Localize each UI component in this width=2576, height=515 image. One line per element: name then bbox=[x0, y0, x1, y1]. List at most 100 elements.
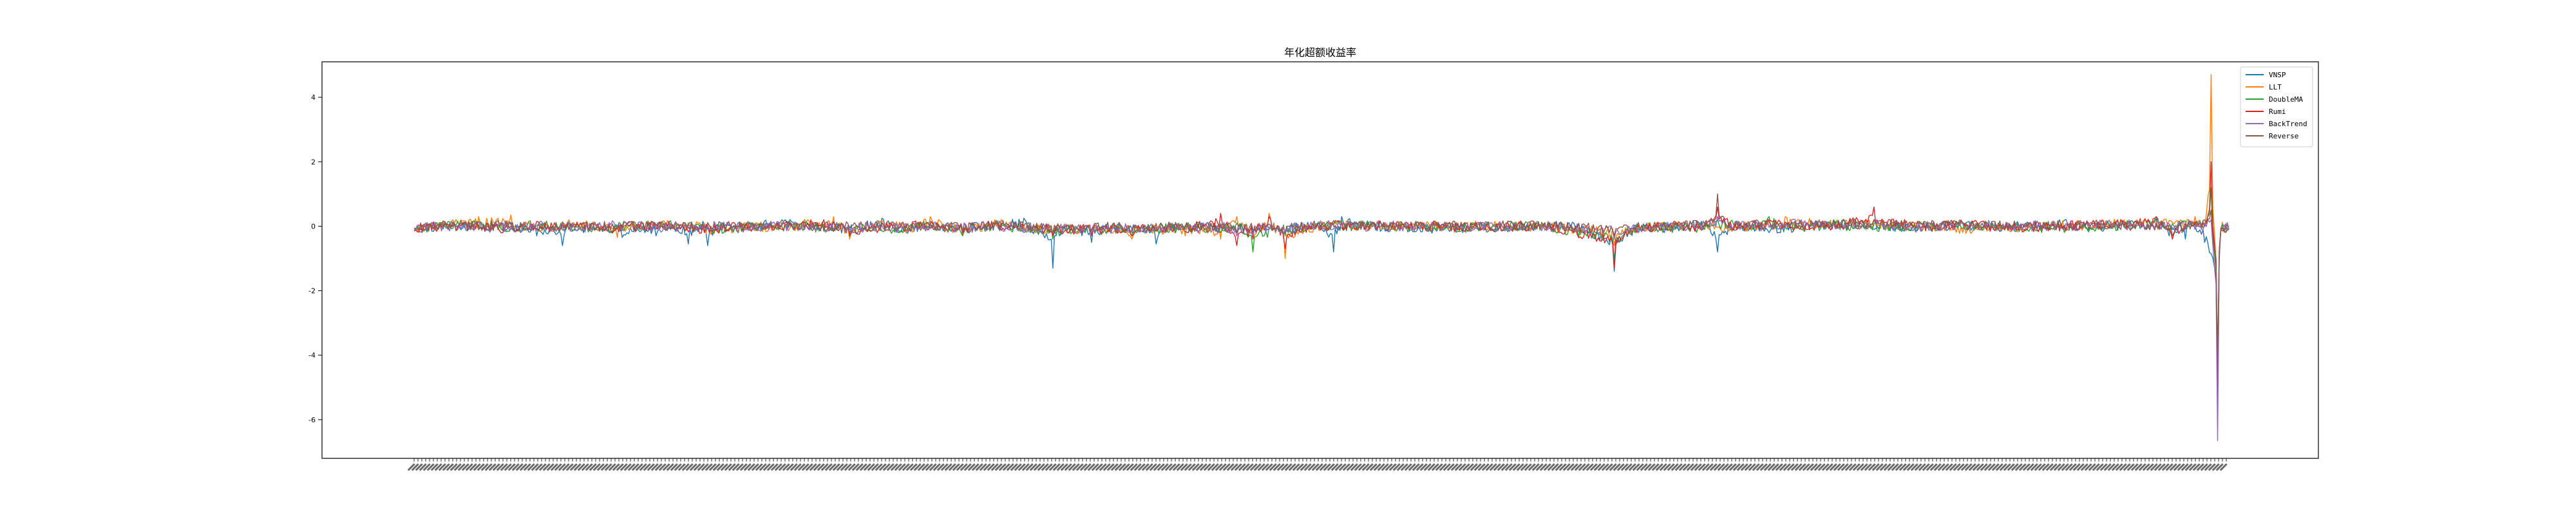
x-tick-label bbox=[1562, 463, 1571, 471]
x-tick-label bbox=[693, 463, 701, 471]
x-tick-label bbox=[1056, 463, 1065, 471]
x-tick-label bbox=[2146, 463, 2154, 471]
x-tick-label bbox=[1698, 463, 1706, 471]
x-tick-label bbox=[565, 463, 574, 471]
x-tick-label bbox=[1531, 463, 1540, 471]
x-tick-label bbox=[1497, 463, 1505, 471]
x-tick-label bbox=[2119, 463, 2127, 471]
y-tick-label: -2 bbox=[308, 287, 316, 295]
x-tick-label bbox=[1099, 463, 1107, 471]
x-tick-label bbox=[1018, 463, 1026, 471]
x-tick-label bbox=[1153, 463, 1161, 471]
x-tick-label bbox=[990, 463, 999, 471]
x-tick-label bbox=[2022, 463, 2031, 471]
x-tick-label bbox=[1164, 463, 1173, 471]
x-tick-label bbox=[863, 463, 871, 471]
x-tick-label bbox=[1110, 463, 1119, 471]
x-tick-label bbox=[716, 463, 724, 471]
legend-label: DoubleMA bbox=[2269, 95, 2303, 104]
x-tick-label bbox=[1582, 463, 1590, 471]
x-tick-label bbox=[759, 463, 767, 471]
x-tick-label bbox=[1106, 463, 1115, 471]
x-tick-label bbox=[1767, 463, 1776, 471]
x-tick-label bbox=[1991, 463, 2000, 471]
x-tick-label bbox=[1218, 463, 1227, 471]
x-tick-label bbox=[1547, 463, 1555, 471]
x-tick-label bbox=[519, 463, 527, 471]
x-tick-label bbox=[1388, 463, 1397, 471]
x-tick-label bbox=[469, 463, 477, 471]
x-tick-label bbox=[2161, 463, 2170, 471]
x-tick-label bbox=[890, 463, 898, 471]
x-tick-label bbox=[535, 463, 543, 471]
x-tick-label bbox=[1103, 463, 1111, 471]
x-tick-label bbox=[1292, 463, 1300, 471]
x-tick-label bbox=[1458, 463, 1466, 471]
x-tick-label bbox=[1446, 463, 1455, 471]
x-tick-label bbox=[851, 463, 860, 471]
x-tick-label bbox=[2165, 463, 2174, 471]
y-tick-label: 4 bbox=[311, 93, 316, 102]
x-tick-label bbox=[1674, 463, 1683, 471]
x-tick-label bbox=[797, 463, 806, 471]
x-tick-label bbox=[1087, 463, 1095, 471]
x-tick-label bbox=[770, 463, 779, 471]
x-tick-label bbox=[442, 463, 450, 471]
x-tick-label bbox=[2150, 463, 2158, 471]
x-tick-label bbox=[1713, 463, 1721, 471]
x-tick-label bbox=[1477, 463, 1486, 471]
x-tick-label bbox=[473, 463, 481, 471]
x-tick-label bbox=[1535, 463, 1544, 471]
x-tick-label bbox=[1632, 463, 1640, 471]
x-tick-label bbox=[824, 463, 833, 471]
x-tick-label bbox=[461, 463, 469, 471]
x-tick-label bbox=[979, 463, 987, 471]
x-tick-label bbox=[1041, 463, 1049, 471]
x-tick-label bbox=[1756, 463, 1764, 471]
x-tick-label bbox=[1651, 463, 1660, 471]
x-tick-label bbox=[1307, 463, 1316, 471]
x-tick-label bbox=[1686, 463, 1694, 471]
x-tick-label bbox=[2026, 463, 2034, 471]
x-tick-label bbox=[2011, 463, 2019, 471]
x-tick-label bbox=[623, 463, 632, 471]
x-tick-label bbox=[728, 463, 736, 471]
x-tick-label bbox=[1419, 463, 1428, 471]
x-tick-label bbox=[643, 463, 651, 471]
x-tick-label bbox=[1902, 463, 1911, 471]
x-tick-label bbox=[2014, 463, 2023, 471]
x-tick-label bbox=[2111, 463, 2119, 471]
x-tick-label bbox=[1114, 463, 1122, 471]
x-tick-label bbox=[1659, 463, 1667, 471]
x-tick-label bbox=[484, 463, 493, 471]
x-tick-label bbox=[1964, 463, 1973, 471]
x-tick-label bbox=[708, 463, 717, 471]
x-tick-label bbox=[1763, 463, 1772, 471]
x-tick-label bbox=[1489, 463, 1497, 471]
x-tick-label bbox=[1508, 463, 1517, 471]
x-tick-label bbox=[1473, 463, 1482, 471]
x-tick-label bbox=[430, 463, 439, 471]
x-tick-label bbox=[2208, 463, 2216, 471]
x-tick-label bbox=[1628, 463, 1636, 471]
x-tick-label bbox=[1315, 463, 1323, 471]
x-tick-label bbox=[1037, 463, 1045, 471]
x-tick-label bbox=[620, 463, 628, 471]
x-tick-label bbox=[793, 463, 802, 471]
x-tick-label bbox=[1589, 463, 1598, 471]
x-tick-label bbox=[1365, 463, 1374, 471]
x-tick-label bbox=[1454, 463, 1463, 471]
x-tick-label bbox=[1786, 463, 1795, 471]
x-tick-label bbox=[1242, 463, 1250, 471]
x-tick-label bbox=[1172, 463, 1180, 471]
x-tick-label bbox=[1412, 463, 1420, 471]
x-tick-label bbox=[867, 463, 875, 471]
x-tick-label bbox=[778, 463, 786, 471]
x-tick-label bbox=[1358, 463, 1366, 471]
x-tick-label bbox=[654, 463, 663, 471]
x-tick-label bbox=[670, 463, 678, 471]
x-tick-label bbox=[1168, 463, 1177, 471]
legend: VNSP LLT DoubleMA Rumi BackTrend Reverse bbox=[2240, 66, 2313, 147]
x-tick-label bbox=[2200, 463, 2208, 471]
x-tick-label bbox=[1605, 463, 1613, 471]
